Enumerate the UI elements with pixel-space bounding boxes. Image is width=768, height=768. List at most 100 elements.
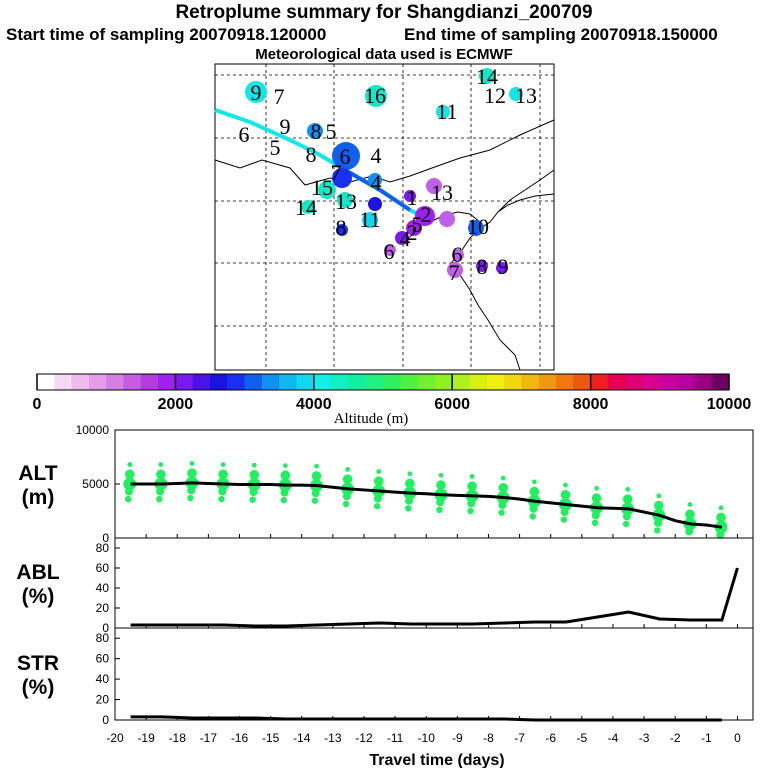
y-tick-label: 40 [96,581,110,595]
plume-label: 4 [400,226,411,251]
alt-scatter-point [529,486,540,497]
alt-scatter-point [591,493,602,503]
plume-point [404,190,416,202]
alt-scatter-point [654,500,664,511]
alt-scatter-point [500,475,506,481]
alt-scatter-point [685,527,694,536]
alt-scatter-point [342,500,350,508]
colorbar-label: Altitude (m) [334,411,409,427]
plume-label: 4 [371,170,382,195]
alt-scatter-point [280,488,289,497]
alt-scatter-point [187,486,196,495]
colorbar-swatch [158,374,176,390]
plume-label: 2 [407,220,418,245]
colorbar-tick-label: 10000 [707,396,752,413]
alt-scatter-point [187,468,197,479]
colorbar-swatch [313,374,332,390]
x-tick-label: -19 [137,731,155,745]
alt-scatter-point [529,504,538,513]
alt-scatter-point [594,485,599,491]
x-tick-label: 0 [734,731,741,745]
colorbar-swatch [711,374,730,390]
alt-scatter-point [498,482,509,493]
x-tick-label: -9 [452,731,463,745]
colorbar-swatch [417,374,436,390]
colorbar-tick-label: 6000 [434,396,470,413]
x-tick-label: -13 [324,731,342,745]
alt-scatter-point [654,527,661,534]
y-tick-label: 20 [96,601,110,615]
alt-scatter-point [124,495,132,503]
alt-scatter-point [251,462,257,468]
plume-point [476,260,488,272]
colorbar-swatch [590,374,609,390]
x-tick-label: -20 [106,731,124,745]
colorbar-swatch [538,374,557,390]
alt-scatter-point [685,509,695,520]
plume-point [332,168,352,188]
colorbar-swatch [556,374,574,390]
alt-scatter-point [718,505,724,511]
alt-scatter-point [563,482,568,488]
plume-point [384,244,396,256]
plume-label: 5 [326,119,337,144]
panel-label: ABL [16,561,59,584]
colorbar-swatch [331,374,349,390]
alt-scatter-point [311,497,319,504]
alt-scatter-point [156,487,165,496]
plume-label: 11 [359,207,380,232]
alt-scatter-point [123,477,137,491]
alt-scatter-point [436,498,445,507]
end-time: End time of sampling 20070918.150000 [404,25,718,44]
plume-label: 7 [331,160,342,185]
plume-point [301,200,315,214]
colorbar-tick-label: 8000 [573,396,609,413]
colorbar-swatch [88,374,107,390]
alt-scatter-point [529,513,536,520]
alt-scatter [123,461,728,539]
alt-scatter-point [622,512,631,521]
panel-unit: (%) [22,585,55,608]
x-tick-label: -4 [608,731,619,745]
colorbar-swatch [625,374,643,390]
plume-point [368,197,382,211]
plume-point [337,192,353,208]
alt-scatter-point [249,470,260,480]
x-tick-label: -18 [169,731,187,745]
plume-label: 9 [498,254,509,279]
colorbar-swatch [123,374,142,390]
alt-scatter-point [124,487,133,496]
y-tick-label: 0 [102,621,109,635]
y-tick-label: 10000 [76,423,110,437]
time-series-charts: 0500010000ALT(m)020406080ABL(%)020406080… [16,423,754,768]
plume-point [509,87,523,101]
alt-scatter-point [127,462,133,467]
alt-scatter-point [467,481,477,491]
colorbar-tick-label: 4000 [296,396,332,413]
plume-point [307,123,323,139]
alt-scatter-point [249,496,256,503]
alt-scatter-point [405,478,415,489]
x-tick-label: -6 [545,731,556,745]
alt-scatter-point [158,462,164,467]
alt-scatter-point [280,497,287,504]
alt-scatter-point [249,488,258,497]
plume-point [496,262,508,274]
plume-label: 15 [311,175,333,200]
panel-label: STR [17,652,59,675]
y-tick-label: 20 [96,693,110,707]
series-line-abl [130,567,739,628]
alt-scatter-point [436,480,446,490]
colorbar-swatch [677,374,695,390]
alt-scatter-point [498,509,505,516]
colorbar-swatch [279,374,297,390]
y-tick-label: 80 [96,631,110,645]
plume-point [365,85,387,107]
plume-point [368,173,382,187]
x-axis-label: Travel time (days) [369,752,504,768]
plume-point [439,211,455,227]
colorbar-tick-label: 2000 [158,396,194,413]
colorbar-swatch [486,374,505,390]
